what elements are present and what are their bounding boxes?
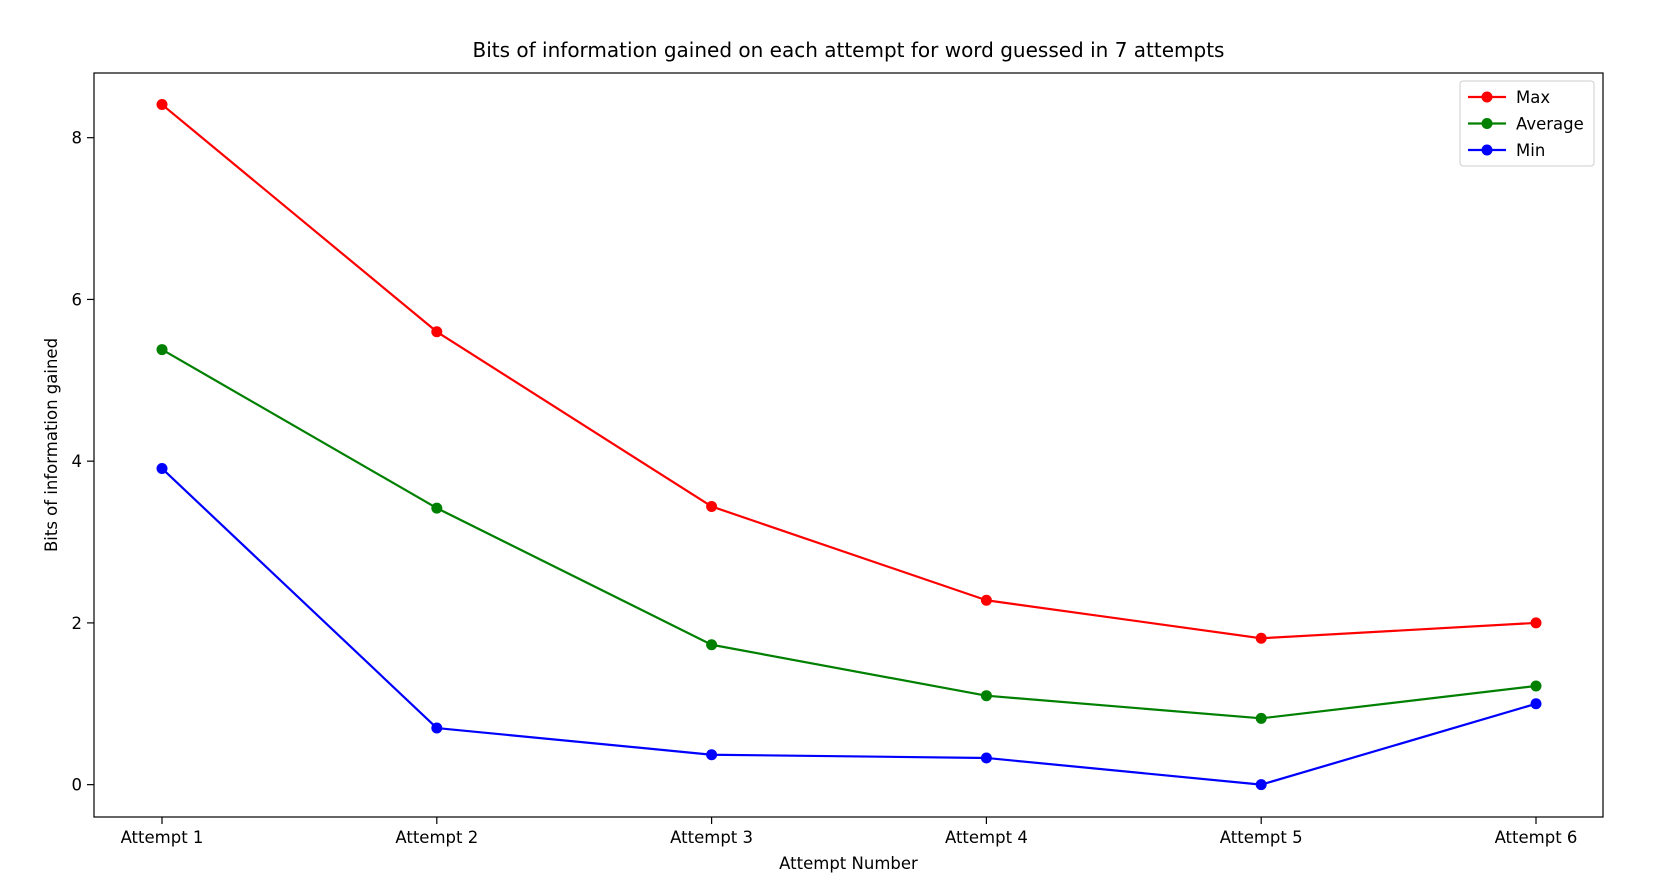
y-tick-label: 4 bbox=[72, 452, 83, 471]
y-tick-label: 2 bbox=[72, 614, 83, 633]
legend-marker bbox=[1481, 118, 1493, 129]
data-point-average bbox=[156, 344, 168, 356]
legend-label: Min bbox=[1516, 141, 1545, 160]
data-point-min bbox=[706, 749, 718, 761]
legend-item-min: Min bbox=[1468, 141, 1545, 160]
data-point-average bbox=[980, 690, 992, 702]
data-point-max bbox=[156, 99, 168, 111]
x-tick-label: Attempt 5 bbox=[1220, 828, 1303, 847]
x-tick-label: Attempt 4 bbox=[945, 828, 1028, 847]
data-point-max bbox=[431, 326, 443, 338]
legend-item-max: Max bbox=[1468, 88, 1550, 107]
data-point-average bbox=[1530, 680, 1542, 692]
series-line-max bbox=[161, 103, 1537, 640]
plot-area bbox=[156, 99, 1542, 791]
data-point-max bbox=[706, 500, 718, 512]
legend-label: Max bbox=[1516, 88, 1550, 107]
y-tick-label: 6 bbox=[72, 290, 83, 309]
legend-marker bbox=[1481, 91, 1493, 103]
data-point-min bbox=[156, 462, 168, 474]
data-point-average bbox=[706, 639, 718, 651]
data-point-average bbox=[431, 502, 443, 514]
legend-item-average: Average bbox=[1468, 115, 1584, 134]
y-axis: 0 2 4 6 8 bbox=[72, 129, 94, 795]
x-tick-label: Attempt 6 bbox=[1495, 828, 1578, 847]
x-axis-label: Attempt Number bbox=[779, 854, 918, 873]
legend-marker bbox=[1481, 144, 1493, 156]
data-point-average bbox=[1255, 712, 1267, 724]
series-average bbox=[156, 344, 1542, 724]
data-point-min bbox=[431, 722, 443, 734]
series-max bbox=[156, 99, 1542, 644]
axes-frame bbox=[93, 72, 1604, 818]
x-tick-label: Attempt 3 bbox=[670, 828, 753, 847]
x-tick-label: Attempt 1 bbox=[121, 828, 204, 847]
legend-box bbox=[1459, 80, 1595, 167]
series-line-min bbox=[161, 467, 1537, 786]
data-point-min bbox=[1255, 779, 1267, 791]
data-point-min bbox=[1530, 698, 1542, 710]
data-point-max bbox=[1530, 617, 1542, 629]
y-tick-label: 8 bbox=[72, 129, 83, 148]
legend: Max Average Min bbox=[1459, 80, 1595, 167]
y-tick-label: 0 bbox=[72, 776, 83, 795]
x-axis: Attempt 1 Attempt 2 Attempt 3 Attempt 4 Atte… bbox=[121, 817, 1578, 847]
chart-title: Bits of information gained on each attem… bbox=[473, 38, 1225, 62]
data-point-max bbox=[980, 594, 992, 606]
series-min bbox=[156, 462, 1542, 791]
data-point-max bbox=[1255, 632, 1267, 644]
data-point-min bbox=[980, 752, 992, 764]
series-line-average bbox=[161, 348, 1537, 720]
legend-label: Average bbox=[1516, 115, 1584, 134]
y-axis-label: Bits of information gained bbox=[42, 338, 61, 552]
x-tick-label: Attempt 2 bbox=[395, 828, 478, 847]
